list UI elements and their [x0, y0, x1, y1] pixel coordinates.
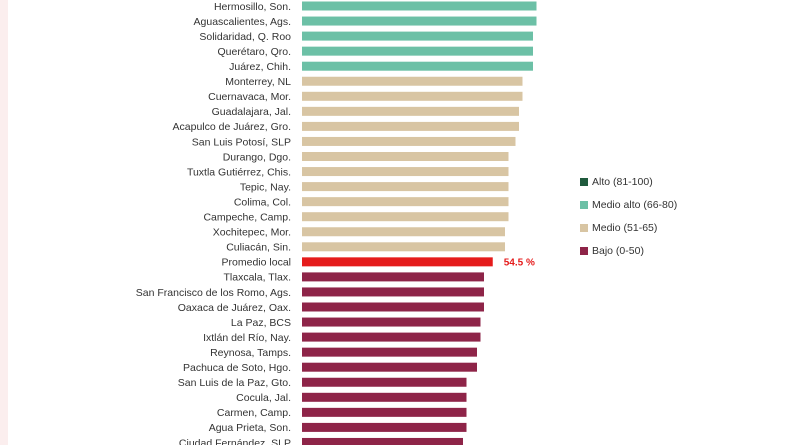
legend-swatch-medio: [580, 223, 588, 232]
bar: [302, 197, 509, 207]
category-label: Carmen, Camp.: [217, 407, 291, 419]
average-bar: [302, 257, 493, 267]
legend-swatch-bajo: [580, 246, 588, 255]
category-label: Promedio local: [222, 257, 291, 269]
bar: [302, 76, 523, 86]
legend-item-medio: Medio (51-65): [580, 220, 740, 235]
bar: [302, 1, 537, 11]
category-label: Tepic, Nay.: [240, 181, 291, 193]
bar: [302, 377, 467, 387]
category-label: Acapulco de Juárez, Gro.: [173, 121, 291, 133]
legend: Alto (81-100) Medio alto (66-80) Medio (…: [580, 174, 740, 266]
legend-swatch-medio-alto: [580, 200, 588, 209]
category-label: Campeche, Camp.: [203, 212, 291, 224]
bar: [302, 121, 519, 131]
category-label: Juárez, Chih.: [229, 61, 291, 73]
bar: [302, 91, 523, 101]
bar: [302, 227, 505, 237]
bar: [302, 302, 484, 312]
category-label: Culiacán, Sin.: [226, 242, 291, 254]
bar: [302, 437, 463, 445]
bar: [302, 317, 481, 327]
legend-label-bajo: Bajo (0-50): [592, 244, 644, 257]
bar: [302, 272, 484, 282]
bar: [302, 242, 505, 252]
category-label: Tlaxcala, Tlax.: [224, 272, 292, 284]
category-label: Hermosillo, Son.: [214, 1, 291, 13]
legend-label-medio-alto: Medio alto (66-80): [592, 198, 678, 211]
bar: [302, 136, 516, 146]
bar: [302, 287, 484, 297]
bar: [302, 31, 533, 41]
legend-swatch-alto: [580, 177, 588, 186]
bar: [302, 422, 467, 432]
category-label: Ixtlán del Río, Nay.: [203, 332, 291, 344]
category-label: San Luis de la Paz, Gto.: [178, 377, 291, 389]
category-label: Oaxaca de Juárez, Oax.: [178, 302, 291, 314]
bar: [302, 61, 533, 71]
bar: [302, 106, 519, 116]
category-label: La Paz, BCS: [231, 317, 291, 329]
bar: [302, 46, 533, 56]
category-label: Reynosa, Tamps.: [210, 347, 291, 359]
category-label: San Francisco de los Romo, Ags.: [136, 287, 291, 299]
category-label: Guadalajara, Jal.: [212, 106, 291, 118]
category-label: Pachuca de Soto, Hgo.: [183, 362, 291, 374]
bar: [302, 362, 477, 372]
category-label: Xochitepec, Mor.: [213, 227, 291, 239]
average-value-label: 54.5 %: [504, 258, 535, 269]
legend-item-bajo: Bajo (0-50): [580, 243, 740, 258]
category-label: San Luis Potosí, SLP: [192, 136, 291, 148]
bar: [302, 392, 467, 402]
category-label: Monterrey, NL: [225, 76, 291, 88]
legend-item-alto: Alto (81-100): [580, 174, 740, 189]
bar: [302, 332, 481, 342]
category-label: Querétaro, Qro.: [217, 46, 291, 58]
bar: [302, 347, 477, 357]
bar: [302, 16, 537, 26]
category-label: Aguascalientes, Ags.: [194, 16, 291, 28]
category-label: Durango, Dgo.: [223, 151, 291, 163]
bar: [302, 152, 509, 161]
legend-label-medio: Medio (51-65): [592, 221, 658, 234]
category-label: Agua Prieta, Son.: [209, 422, 291, 434]
bar: [302, 182, 509, 192]
bar: [302, 407, 467, 417]
category-label: Tuxtla Gutiérrez, Chis.: [187, 166, 291, 178]
category-label: Colima, Col.: [234, 196, 291, 208]
category-label: Solidaridad, Q. Roo: [199, 31, 291, 43]
left-edge-strip: [0, 0, 8, 445]
bar: [302, 167, 509, 177]
category-label: Cuernavaca, Mor.: [208, 91, 291, 103]
legend-item-medio-alto: Medio alto (66-80): [580, 197, 740, 212]
legend-label-alto: Alto (81-100): [592, 175, 653, 188]
category-label: Cocula, Jal.: [236, 392, 291, 404]
bar: [302, 212, 509, 222]
category-label: Ciudad Fernández, SLP: [179, 437, 291, 445]
